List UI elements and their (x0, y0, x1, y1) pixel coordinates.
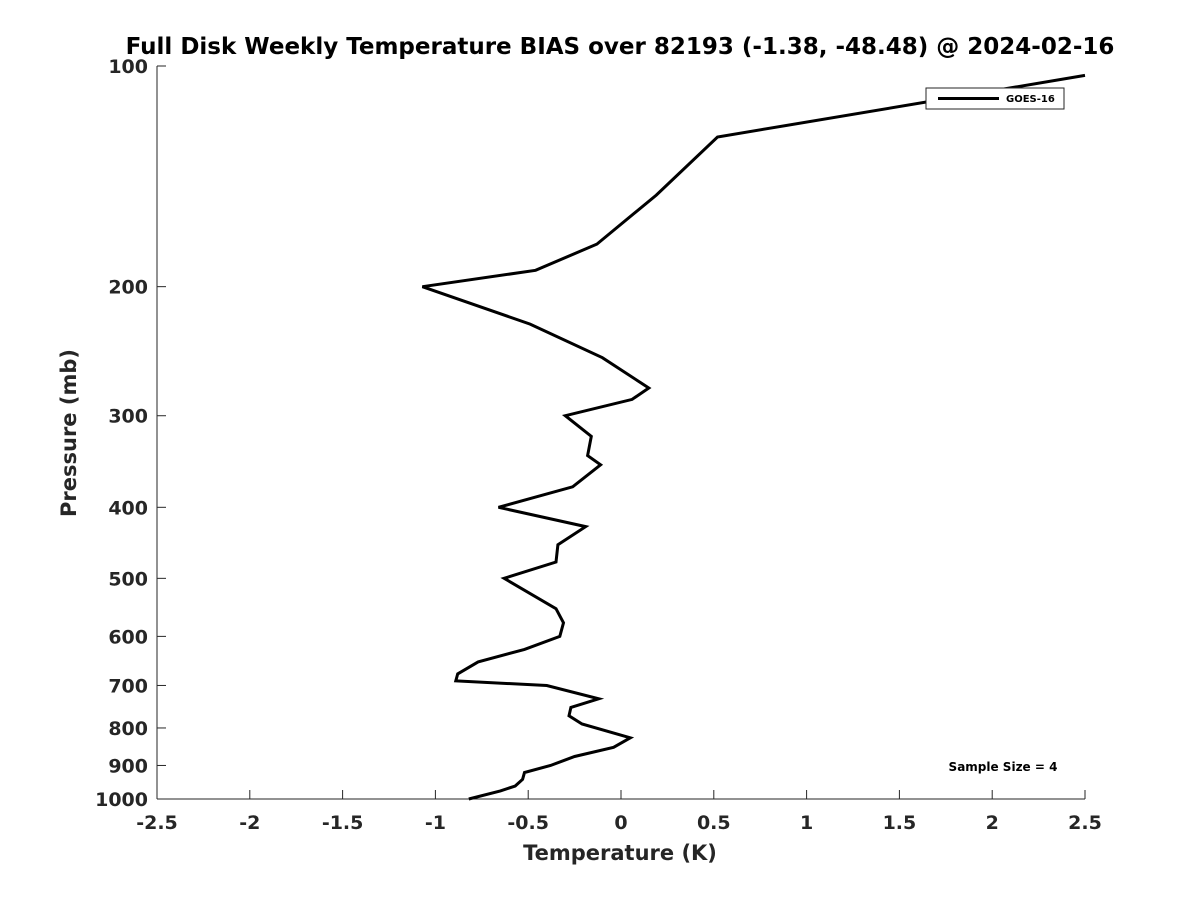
series-line-goes-16 (421, 73, 1086, 801)
series-layer (421, 73, 1086, 801)
y-tick-label: 100 (108, 56, 148, 78)
x-tick-label: -1 (425, 812, 446, 834)
x-tick-label: 2.5 (1068, 812, 1102, 834)
x-tick-label: -1.5 (322, 812, 364, 834)
y-tick-label: 1000 (95, 789, 148, 811)
chart-title: Full Disk Weekly Temperature BIAS over 8… (126, 34, 1115, 60)
legend: GOES-16 (925, 87, 1065, 110)
y-tick-label: 600 (108, 626, 148, 648)
y-tick-label: 900 (108, 755, 148, 777)
x-tick-label: -2 (239, 812, 260, 834)
sample-size-annotation: Sample Size = 4 (949, 760, 1058, 774)
x-tick-label: 1.5 (883, 812, 917, 834)
x-tick-label: 1 (800, 812, 813, 834)
y-tick-label: 400 (108, 497, 148, 519)
x-tick-label: -2.5 (136, 812, 178, 834)
y-axis-label: Pressure (mb) (57, 349, 81, 517)
x-tick-label: 0.5 (697, 812, 731, 834)
x-axis-label: Temperature (K) (523, 841, 717, 865)
legend-label-goes-16: GOES-16 (1006, 94, 1055, 105)
y-tick-label: 500 (108, 568, 148, 590)
x-tick-label: 2 (986, 812, 999, 834)
y-tick-label: 200 (108, 277, 148, 299)
y-tick-label: 700 (108, 675, 148, 697)
x-tick-label: 0 (614, 812, 627, 834)
y-tick-label: 300 (108, 406, 148, 428)
x-tick-label: -0.5 (507, 812, 549, 834)
y-tick-label: 800 (108, 718, 148, 740)
axes: -2.5 -2 -1.5 -1 -0.5 0 0.5 1 1.5 2 2.5 100 200 300 400… (95, 56, 1102, 834)
